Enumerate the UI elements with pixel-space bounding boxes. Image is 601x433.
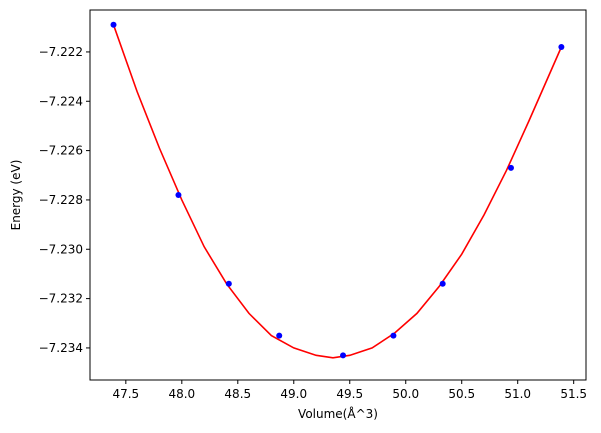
y-axis-label: Energy (eV) — [9, 160, 23, 231]
plot-frame — [89, 9, 587, 381]
data-point — [439, 280, 446, 287]
data-point — [507, 164, 514, 171]
x-axis-ticks: 47.5 48.0 48.5 49.0 49.5 50.0 50.5 51.0 51.5 — [112, 380, 587, 401]
x-tick-label: 49.5 — [336, 387, 363, 401]
data-point — [225, 280, 232, 287]
y-tick-label: −7.232 — [39, 292, 83, 306]
x-tick-label: 49.0 — [280, 387, 307, 401]
y-tick-label: −7.222 — [39, 45, 83, 59]
x-tick-label: 50.0 — [392, 387, 419, 401]
y-tick-label: −7.224 — [39, 94, 83, 108]
data-point — [558, 44, 565, 50]
x-tick-label: 48.0 — [168, 387, 195, 401]
data-point — [390, 332, 397, 339]
x-tick-label: 47.5 — [112, 387, 139, 401]
y-tick-label: −7.226 — [39, 144, 83, 158]
y-tick-label: −7.230 — [39, 242, 83, 256]
fit-curve-line — [112, 24, 563, 359]
y-tick-label: −7.234 — [39, 341, 83, 355]
x-tick-label: 51.5 — [560, 387, 587, 401]
x-tick-label: 50.5 — [448, 387, 475, 401]
x-axis-label: Volume(Å^3) — [298, 406, 378, 421]
data-point — [276, 332, 283, 339]
x-tick-label: 48.5 — [224, 387, 251, 401]
plot-background — [90, 10, 586, 380]
data-point — [340, 352, 347, 359]
fit-curve-layer — [112, 24, 563, 359]
y-axis-ticks: −7.222 −7.224 −7.226 −7.228 −7.230 −7.232 −7.2… — [39, 45, 90, 355]
x-tick-label: 51.0 — [504, 387, 531, 401]
data-point — [110, 21, 117, 28]
data-point — [175, 192, 182, 198]
data-points-layer — [110, 21, 565, 359]
y-tick-label: −7.228 — [39, 193, 83, 207]
